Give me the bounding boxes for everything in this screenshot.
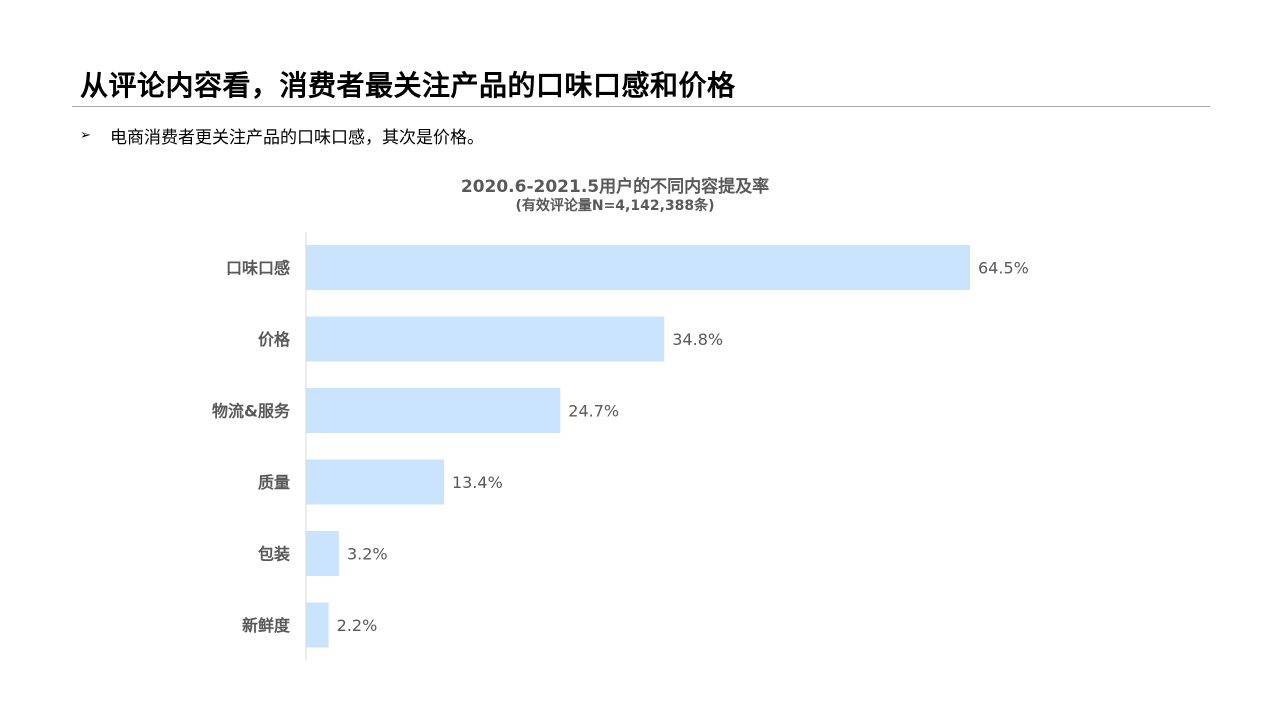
category-label: 包装: [258, 545, 290, 564]
bullet-point: ➢ 电商消费者更关注产品的口味口感，其次是价格。: [80, 123, 484, 148]
category-label: 物流&服务: [212, 402, 291, 421]
chart-title: 2020.6-2021.5用户的不同内容提及率: [460, 177, 770, 197]
category-label: 口味口感: [226, 259, 290, 278]
data-label: 2.2%: [337, 616, 378, 635]
data-label: 34.8%: [672, 330, 723, 349]
page-title: 从评论内容看，消费者最关注产品的口味口感和价格: [80, 69, 736, 102]
data-label: 13.4%: [452, 473, 503, 492]
category-label: 质量: [258, 473, 290, 492]
category-label: 新鲜度: [242, 616, 291, 635]
bar: [306, 316, 665, 362]
bullet-text: 电商消费者更关注产品的口味口感，其次是价格。: [110, 128, 484, 148]
data-label: 24.7%: [568, 402, 619, 421]
bar: [306, 459, 444, 505]
title-divider: [72, 106, 1210, 107]
data-label: 64.5%: [978, 259, 1029, 278]
bar: [306, 245, 970, 290]
category-label: 价格: [258, 330, 291, 349]
chart-subtitle: (有效评论量N=4,142,388条): [515, 198, 715, 214]
bar: [306, 531, 339, 576]
bar: [306, 602, 329, 648]
bar: [306, 388, 561, 433]
arrow-bullet-icon: ➢: [80, 128, 91, 143]
data-label: 3.2%: [347, 545, 388, 564]
